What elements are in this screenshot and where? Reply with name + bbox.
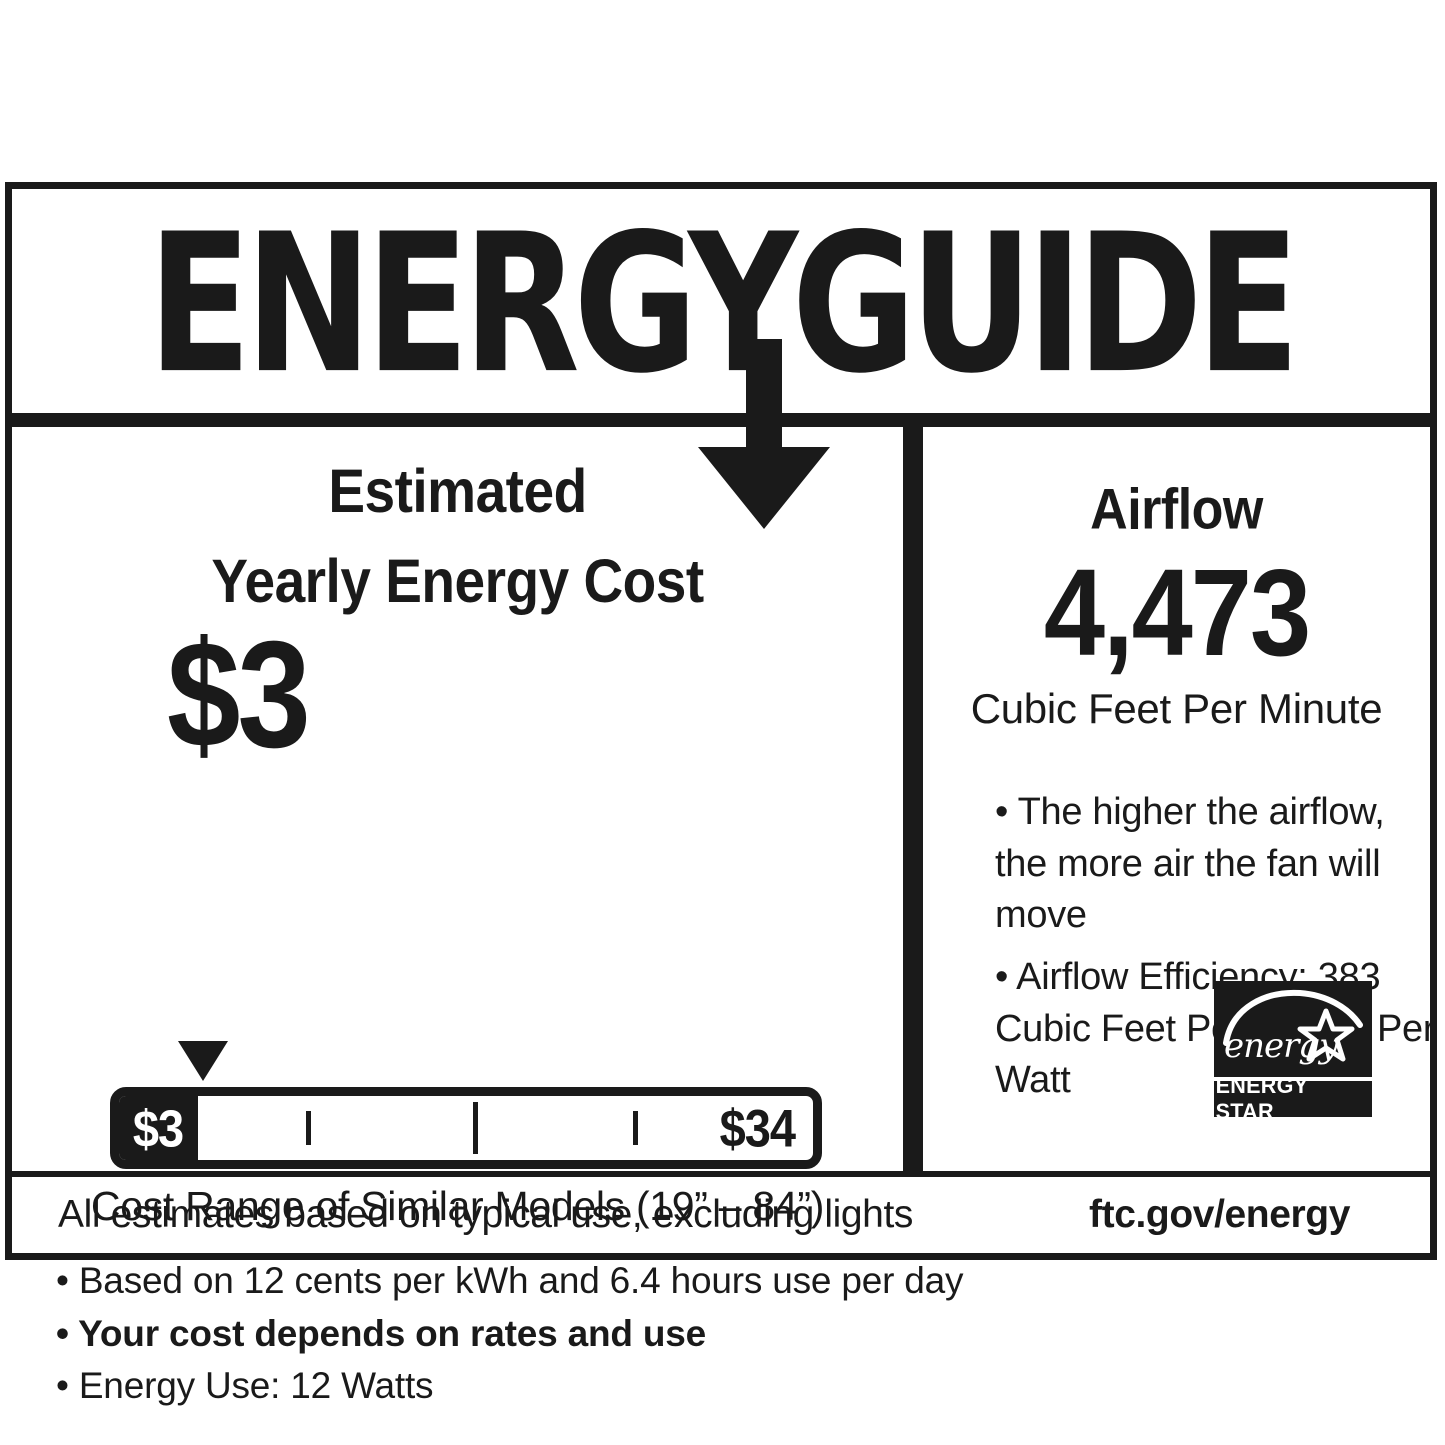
range-tick <box>632 1111 638 1145</box>
range-tick <box>472 1102 478 1154</box>
airflow-panel: Airflow 4,473 Cubic Feet Per Minute • Th… <box>923 427 1436 1171</box>
energy-star-mark: energy <box>1214 981 1372 1077</box>
estimated-cost-panel: Estimated Yearly Energy Cost $3 $3 $34 C… <box>12 427 964 1406</box>
cost-range-bar: $3 $34 <box>110 1087 822 1169</box>
airflow-title: Airflow <box>1090 478 1263 542</box>
energy-star-wordmark-label: ENERGY STAR <box>1215 1073 1309 1124</box>
page-title: ENERGYGUIDE <box>148 192 1300 413</box>
footer-divider <box>12 1171 1430 1177</box>
label-title-band: ENERGYGUIDE <box>12 189 1430 413</box>
airflow-units: Cubic Feet Per Minute <box>970 685 1383 733</box>
range-low-label: $3 <box>132 1098 184 1158</box>
airflow-value: 4,473 <box>1043 544 1311 683</box>
range-high-label: $34 <box>719 1098 796 1158</box>
list-item: • Based on 12 cents per kWh and 6.4 hour… <box>56 1260 964 1301</box>
cost-range-widget: $3 $34 <box>110 1041 822 1169</box>
label-footer: All estimates based on typical use, excl… <box>12 1177 1430 1253</box>
horizontal-divider <box>12 413 1430 427</box>
footer-url: ftc.gov/energy <box>1089 1193 1350 1236</box>
footer-disclaimer: All estimates based on typical use, excl… <box>58 1193 914 1236</box>
energyguide-label: ENERGYGUIDE Estimated Yearly Energy Cost… <box>5 182 1437 1406</box>
range-tick <box>306 1111 312 1145</box>
list-item: • The higher the airflow, the more air t… <box>995 791 1385 937</box>
svg-text:energy: energy <box>1224 1026 1339 1066</box>
vertical-divider <box>903 413 923 1171</box>
cost-range-caption: Cost Range of Similar Models (19” – 84”) <box>90 1183 825 1229</box>
energy-star-logo-icon: energy ENERGY STAR <box>1214 981 1372 1124</box>
down-arrow-icon <box>698 339 830 529</box>
left-bullet-list: • Based on 12 cents per kWh and 6.4 hour… <box>56 1255 964 1413</box>
list-item: • Your cost depends on rates and use <box>56 1312 706 1354</box>
estimated-heading-line1: Estimated <box>328 456 587 526</box>
estimated-heading-line2: Yearly Energy Cost <box>211 546 704 616</box>
range-marker-triangle-icon <box>178 1041 228 1081</box>
estimated-cost-value: $3 <box>167 609 311 779</box>
energy-star-wordmark: ENERGY STAR <box>1214 1073 1372 1124</box>
list-item: • Energy Use: 12 Watts <box>56 1365 434 1407</box>
cost-range-fill: $3 <box>119 1096 198 1160</box>
